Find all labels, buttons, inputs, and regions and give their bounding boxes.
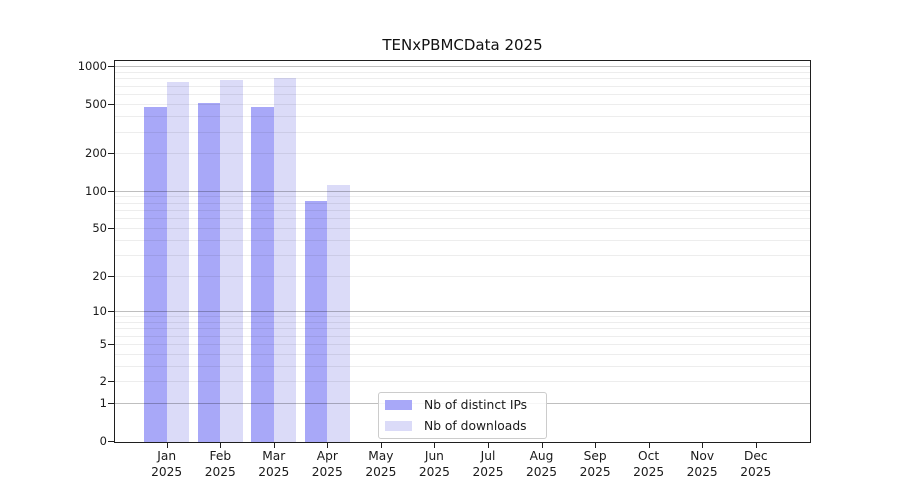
x-tick-label-sep: Sep 2025 (579, 449, 611, 479)
x-tick-label-oct: Oct 2025 (633, 449, 665, 479)
x-tick-mark-dec (756, 443, 757, 448)
y-tick-label-20: 20 (92, 268, 107, 283)
x-tick-mark-jun (434, 443, 435, 448)
gridline-70 (114, 209, 811, 211)
x-tick-label-dec: Dec 2025 (740, 449, 772, 479)
bar-distinct-ips-mar (251, 106, 274, 443)
gridline-400 (114, 115, 811, 117)
gridline-30 (114, 254, 811, 256)
x-tick-mark-feb (220, 443, 221, 448)
x-tick-mark-jul (488, 443, 489, 448)
y-tick-label-200: 200 (85, 146, 107, 161)
gridline-600 (114, 94, 811, 95)
x-tick-mark-oct (649, 443, 650, 448)
y-tick-label-0: 0 (99, 434, 107, 448)
grid-layer (114, 60, 811, 443)
y-tick-mark-200 (108, 153, 114, 154)
x-tick-label-mar: Mar 2025 (258, 449, 290, 479)
y-tick-mark-0 (108, 441, 114, 442)
legend-swatch-distinct-ips (385, 399, 412, 411)
plot-area (114, 60, 811, 443)
x-tick-label-feb: Feb 2025 (204, 449, 236, 479)
x-tick-label-nov: Nov 2025 (686, 449, 718, 479)
gridline-50 (114, 227, 811, 229)
gridline-900 (114, 72, 811, 73)
legend-label-downloads: Nb of downloads (424, 419, 527, 433)
legend-label-distinct-ips: Nb of distinct IPs (424, 398, 528, 412)
gridline-700 (114, 85, 811, 87)
x-tick-mark-nov (702, 443, 703, 448)
y-tick-mark-10 (108, 311, 114, 312)
gridline-3 (114, 365, 811, 367)
legend-row-distinct-ips: Nb of distinct IPs (385, 398, 539, 412)
legend-swatch-downloads (385, 420, 412, 432)
gridline-1000 (114, 66, 811, 68)
bar-downloads-jan (166, 81, 190, 443)
x-tick-label-may: May 2025 (365, 449, 397, 479)
y-tick-label-10: 10 (92, 304, 107, 318)
gridline-500 (114, 103, 811, 105)
gridline-300 (114, 131, 811, 133)
gridline-60 (114, 218, 811, 220)
gridline-9 (114, 316, 811, 318)
gridline-80 (114, 202, 811, 204)
gridline-8 (114, 321, 811, 323)
y-tick-label-1000: 1000 (77, 59, 107, 74)
gridline-2 (114, 381, 811, 383)
y-tick-mark-1000 (108, 66, 114, 67)
bar-distinct-ips-apr (304, 200, 328, 443)
y-tick-mark-100 (108, 191, 114, 192)
x-tick-mark-mar (274, 443, 275, 448)
y-tick-mark-500 (108, 104, 114, 105)
gridline-10 (114, 311, 811, 312)
y-tick-mark-5 (108, 344, 114, 345)
x-tick-mark-sep (595, 443, 596, 448)
y-tick-mark-1 (108, 403, 114, 404)
gridline-6 (114, 335, 811, 337)
x-tick-label-jan: Jan 2025 (151, 449, 183, 479)
y-tick-label-50: 50 (92, 220, 107, 235)
bars-layer (114, 60, 811, 443)
gridline-90 (114, 196, 811, 198)
y-tick-label-5: 5 (99, 336, 107, 351)
gridline-4 (114, 353, 811, 355)
x-tick-mark-jan (167, 443, 168, 448)
gridline-200 (114, 153, 811, 155)
x-tick-label-aug: Aug 2025 (525, 449, 558, 479)
y-tick-label-2: 2 (99, 374, 107, 389)
gridline-800 (114, 78, 811, 80)
gridline-40 (114, 239, 811, 241)
gridline-100 (114, 190, 811, 192)
x-tick-mark-aug (542, 443, 543, 448)
bar-distinct-ips-feb (197, 103, 221, 443)
x-tick-label-jul: Jul 2025 (472, 449, 504, 479)
bar-downloads-feb (220, 79, 243, 443)
y-tick-label-1: 1 (99, 396, 107, 411)
bar-distinct-ips-jan (144, 107, 167, 443)
legend-row-downloads: Nb of downloads (385, 419, 539, 433)
gridline-7 (114, 328, 811, 330)
x-tick-mark-may (381, 443, 382, 448)
gridline-5 (114, 343, 811, 345)
bar-downloads-mar (273, 78, 297, 443)
y-tick-mark-50 (108, 228, 114, 229)
x-tick-label-apr: Apr 2025 (311, 449, 343, 479)
y-tick-label-500: 500 (85, 96, 107, 111)
y-tick-mark-20 (108, 276, 114, 277)
y-tick-mark-2 (108, 381, 114, 382)
x-tick-label-jun: Jun 2025 (418, 449, 450, 479)
gridline-20 (114, 275, 811, 277)
chart-title: TENxPBMCData 2025 (382, 36, 543, 54)
bar-downloads-apr (327, 184, 350, 443)
x-tick-mark-apr (327, 443, 328, 448)
y-tick-label-100: 100 (85, 183, 107, 198)
legend: Nb of distinct IPs Nb of downloads (378, 392, 547, 439)
